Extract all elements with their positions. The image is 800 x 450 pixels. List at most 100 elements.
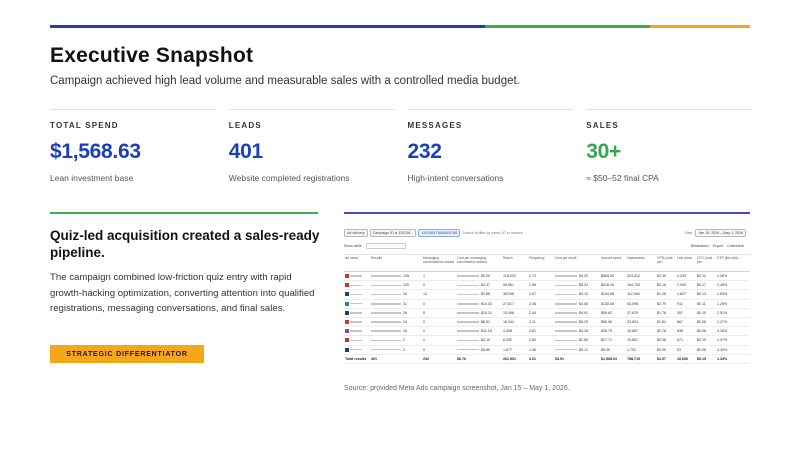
cell-placeholder-bar (555, 321, 577, 323)
kpi-label: MESSAGES (407, 121, 463, 130)
total-cell: $6.76 (456, 353, 502, 364)
table-cell: 0 (422, 326, 456, 337)
cell-value: 1.07% (717, 338, 728, 343)
cell-value: $36.73 (601, 329, 612, 334)
ad-thumbnail[interactable] (345, 338, 349, 343)
accent-segment-blue (50, 25, 485, 28)
page-subtitle: Campaign achieved high lead volume and m… (50, 75, 520, 87)
table-cell: 24 (370, 317, 422, 328)
ad-name-placeholder (350, 275, 362, 277)
column-header[interactable]: CPC (cost per... (696, 254, 716, 272)
ad-name-placeholder (350, 312, 362, 314)
table-row[interactable]: 44 12 $3.86 38,948 2.57 $4.10 $144.88 112,984 $1… (344, 289, 750, 300)
ad-thumbnail[interactable] (345, 320, 349, 325)
cell-value: 2.27% (717, 320, 728, 325)
cell-placeholder-bar (371, 293, 401, 296)
cell-value: $5.29 (579, 320, 588, 325)
table-cell: $4.91 (554, 308, 600, 318)
cell-value: 4,098 (503, 329, 512, 334)
cell-value: 0 (423, 320, 425, 325)
ad-thumbnail[interactable] (345, 283, 349, 288)
date-range-picker[interactable]: Jan 15, 2026 – May 1, 2026 (695, 229, 746, 237)
column-header[interactable]: CTR (link click... (716, 254, 750, 272)
table-cell (344, 335, 370, 346)
total-cell: Total results (344, 353, 370, 364)
table-row[interactable]: 120 0 $2.47 99,961 1.98 $5.24 $518.26 164,763 $3… (344, 280, 750, 291)
ad-thumbnail[interactable] (345, 292, 349, 297)
table-row[interactable]: 31 0 $14.53 27,817 2.38 $4.46 $138.08 63,098 $2.… (344, 299, 750, 309)
table-cell: 1.63% (716, 289, 750, 300)
kpi-label: LEADS (228, 121, 262, 130)
cell-value: 24 (403, 320, 407, 325)
table-cell: $0.13 (696, 289, 716, 300)
cell-value: $0.06 (697, 329, 706, 334)
cell-value: $11.18 (481, 329, 492, 334)
table-cell: $2.98 (656, 335, 676, 346)
cell-value: 2,253 (677, 274, 686, 279)
table-cell: $138.08 (600, 299, 626, 309)
cell-value: $4.10 (579, 292, 588, 297)
table-cell: 1,827 (676, 289, 696, 300)
column-header[interactable]: Cost per messaging conversation started (456, 254, 502, 272)
table-cell: $144.88 (600, 289, 626, 300)
table-cell: $0.12 (696, 271, 716, 282)
cell-value: $2.10 (481, 338, 490, 343)
column-header[interactable]: Messaging conversations started (422, 254, 456, 272)
accent-segment-orange (650, 25, 750, 28)
cell-value: $9.85 (481, 347, 490, 352)
customize-button[interactable]: Customize (727, 244, 744, 248)
cell-value: 0 (423, 347, 425, 352)
cell-value: $0.13 (697, 292, 706, 297)
cell-value: 27,817 (503, 301, 514, 306)
filter-pill[interactable]: Ad delivery (344, 229, 368, 237)
cell-value: $3.05 (657, 347, 666, 352)
breakdown-button[interactable]: Breakdown (690, 244, 709, 248)
table-row[interactable]: 2 0 $9.85 1,677 1.46 $5.12 $5.35 1,752 $3.05 93 $0… (344, 345, 750, 355)
column-header[interactable]: Results (370, 254, 422, 272)
table-cell: 2.73 (528, 271, 554, 282)
table-cell: $0.15 (696, 335, 716, 346)
cell-value: $4.91 (579, 310, 588, 315)
cell-value: 0 (423, 310, 425, 315)
table-row[interactable]: 28 0 $10.31 15,496 2.44 $4.91 $59.62 37,879 $1.7… (344, 308, 750, 318)
table-cell (344, 308, 370, 318)
cell-value: 99,961 (503, 283, 514, 288)
ad-thumbnail[interactable] (345, 347, 349, 352)
ad-name-placeholder (350, 330, 362, 333)
ad-thumbnail[interactable] (345, 329, 349, 334)
kpi-note: High-intent conversations (407, 173, 504, 183)
search-input[interactable]: Search to filter by name, ID or metrics (462, 231, 523, 235)
ad-thumbnail[interactable] (345, 274, 349, 279)
cell-value: $2.98 (657, 338, 666, 343)
table-cell: $0.17 (696, 280, 716, 291)
ad-thumbnail[interactable] (345, 301, 349, 306)
cell-value: $10.31 (481, 310, 492, 315)
table-row[interactable]: 135 1 $0.20 118,932 2.73 $4.20 $808.00 324,812 $… (344, 271, 750, 282)
column-header[interactable]: Impressions (626, 254, 656, 272)
column-header[interactable]: Amount spent (600, 254, 626, 272)
table-cell: 118,932 (502, 271, 528, 282)
column-header[interactable]: CPM (cost per... (656, 254, 676, 272)
column-header[interactable]: Frequency (528, 254, 554, 272)
table-cell: 957 (676, 308, 696, 318)
ad-name-placeholder (350, 293, 362, 296)
table-row[interactable]: 2 0 $2.10 6,092 2.60 $2.85 $27.71 15,861 $2.98 67… (344, 335, 750, 346)
ad-thumbnail[interactable] (345, 310, 349, 315)
table-cell: $59.62 (600, 308, 626, 318)
export-button[interactable]: Export (712, 244, 724, 248)
show-table-button[interactable]: Show table (344, 244, 362, 248)
filter-pill-active[interactable]: 120236473646400785 (418, 229, 461, 237)
table-cell: 1,677 (502, 345, 528, 355)
toolbar-search-input[interactable] (365, 243, 406, 249)
table-row[interactable]: 15 0 $11.18 4,098 2.81 $4.38 $36.73 15,867 $2.78… (344, 326, 750, 337)
cell-placeholder-bar (371, 330, 401, 333)
cell-value: 37,879 (627, 310, 638, 315)
table-cell: 15,496 (502, 308, 528, 318)
column-header[interactable]: Link clicks (676, 254, 696, 272)
column-header[interactable]: Ad name (344, 254, 370, 272)
cell-value: 1 (423, 274, 425, 279)
filter-pill[interactable]: Campaign ID is 120236... (369, 229, 417, 237)
column-header[interactable]: Reach (502, 254, 528, 272)
column-header[interactable]: Cost per result (554, 254, 600, 272)
table-row[interactable]: 24 0 $8.91 16,344 2.11 $5.29 $56.06 33,804 $1.84… (344, 317, 750, 328)
